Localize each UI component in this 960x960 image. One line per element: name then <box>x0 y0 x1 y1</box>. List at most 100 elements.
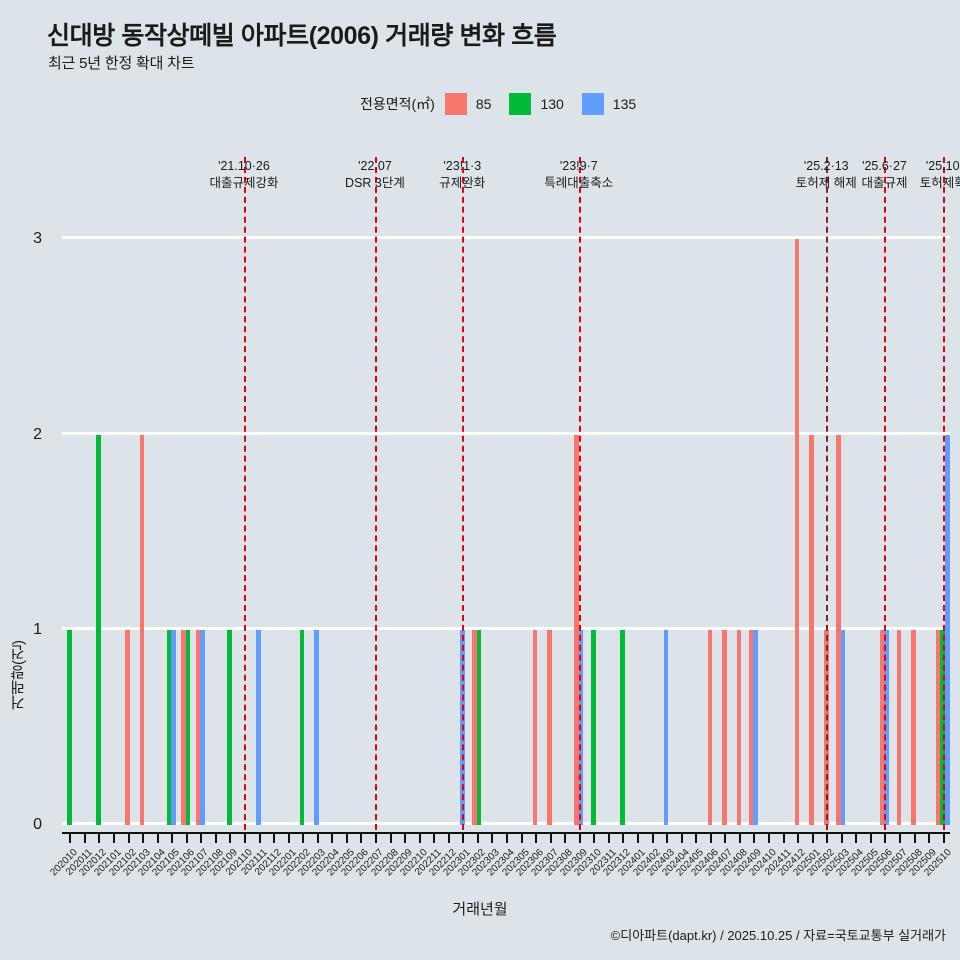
bar-202510-85 <box>935 629 941 825</box>
event-line-202502 <box>826 157 829 840</box>
bar-202109-130 <box>227 629 232 825</box>
bar-202510-130 <box>940 629 945 825</box>
page-title: 신대방 동작상떼빌 아파트(2006) 거래량 변화 흐름 <box>47 22 557 50</box>
event-text-202309: 특례대출축소 <box>544 176 614 190</box>
bar-202510-135 <box>945 434 950 825</box>
bar-202103-85 <box>139 434 145 825</box>
x-tick-202105 <box>171 834 174 843</box>
x-tick-202101 <box>112 834 115 843</box>
bar-202412-85 <box>794 239 800 825</box>
event-date-202309: '23!9·7 <box>559 159 598 173</box>
event-date-202502: '25.2·13 <box>803 159 849 173</box>
event-text-202506: 대출규제 <box>861 176 908 190</box>
x-tick-202403 <box>666 834 669 843</box>
event-line-202309 <box>578 157 581 840</box>
x-tick-202106 <box>185 834 188 843</box>
x-tick-202408 <box>738 834 741 843</box>
x-tick-202203 <box>316 834 319 843</box>
bar-202111-135 <box>256 629 261 825</box>
bar-202107-85 <box>195 629 201 825</box>
x-tick-202412 <box>797 834 800 843</box>
legend-label-135: 135 <box>612 96 637 112</box>
footer-credit: ©디아파트(dapt.kr) / 2025.10.25 / 자료=국토교통부 실… <box>610 928 946 943</box>
x-axis-title: 거래년월 <box>452 901 508 918</box>
event-line-202510 <box>942 157 945 840</box>
x-tick-202401 <box>637 834 640 843</box>
x-tick-202205 <box>345 834 348 843</box>
event-label-202301: '23!1·3 규제완화 <box>439 158 485 192</box>
bar-202012-130 <box>96 434 101 825</box>
legend-swatch-135 <box>581 93 604 115</box>
x-tick-202204 <box>331 834 334 843</box>
bar-202309-85 <box>574 434 579 825</box>
legend: 전용면적(㎡) 85 130 135 <box>360 93 654 115</box>
bar-202310-130 <box>591 629 596 825</box>
event-label-202110: '21.10·26 대출규제강화 <box>209 158 278 192</box>
bar-202106-85 <box>181 629 186 825</box>
y-tick-label-0: 0 <box>33 816 42 833</box>
event-line-202207 <box>374 157 377 840</box>
event-text-202301: 규제완화 <box>439 176 486 190</box>
event-text-202502: 토허제 해제 <box>795 176 857 190</box>
bar-202403-135 <box>663 629 669 825</box>
x-tick-202410 <box>768 834 771 843</box>
bar-202503-85 <box>836 434 841 825</box>
x-tick-202211 <box>433 834 436 843</box>
bar-202107-135 <box>200 629 205 825</box>
event-label-202502: '25.2·13 토허제 해제 <box>796 158 857 192</box>
bar-202312-130 <box>620 629 625 825</box>
gridline-3 <box>62 236 950 240</box>
x-tick-202308 <box>564 834 567 843</box>
x-tick-202409 <box>753 834 756 843</box>
bar-202409-85 <box>748 629 754 825</box>
x-tick-202405 <box>695 834 698 843</box>
bar-202506-135 <box>884 629 890 825</box>
y-tick-label-1: 1 <box>33 620 42 638</box>
event-date-202207: '22.07 <box>358 159 392 173</box>
event-label-202207: '22.07 DSR 3단계 <box>345 158 405 192</box>
y-tick-label-2: 2 <box>33 425 42 443</box>
event-line-202110 <box>243 157 246 840</box>
bar-202302-85 <box>472 629 477 825</box>
bar-202506-85 <box>879 629 885 825</box>
x-tick-202506 <box>884 834 887 843</box>
x-tick-202212 <box>447 834 450 843</box>
x-tick-202309 <box>578 834 581 843</box>
gridline-2 <box>62 431 950 435</box>
event-label-202510: '25.10 토허제확 <box>920 158 960 192</box>
legend-item-130[interactable]: 130 <box>509 93 581 115</box>
x-tick-202102 <box>127 834 130 843</box>
bar-202309-135 <box>578 629 584 825</box>
x-tick-202310 <box>593 834 596 843</box>
y-axis-labels: 거래량(건) 0 1 2 3 <box>0 210 52 833</box>
x-tick-202509 <box>928 834 931 843</box>
bar-202408-85 <box>736 629 742 825</box>
x-tick-202201 <box>287 834 290 843</box>
bar-202407-85 <box>722 629 727 825</box>
x-tick-202312 <box>622 834 625 843</box>
x-tick-202406 <box>709 834 712 843</box>
event-text-202110: 대출규제강화 <box>209 176 279 190</box>
x-tick-202510 <box>942 834 945 843</box>
bar-202106-130 <box>185 629 191 825</box>
legend-swatch-85 <box>444 93 467 115</box>
legend-item-85[interactable]: 85 <box>444 93 510 115</box>
legend-label-130: 130 <box>540 96 564 112</box>
x-tick-202207 <box>374 834 377 843</box>
x-tick-202306 <box>535 834 538 843</box>
bar-202203-135 <box>314 629 320 825</box>
x-tick-202011 <box>83 834 86 843</box>
bar-202105-130 <box>166 629 172 825</box>
bar-202202-130 <box>299 629 305 825</box>
event-text-202510: 토허제확 <box>919 176 960 190</box>
legend-title: 전용면적(㎡) <box>360 96 435 112</box>
x-axis: 202010 202011 202012 202101 202102 202103 2021… <box>49 832 953 878</box>
bar-202010-130 <box>66 629 72 825</box>
x-tick-202404 <box>680 834 683 843</box>
x-tick-202411 <box>782 834 785 843</box>
legend-item-135[interactable]: 135 <box>581 93 654 115</box>
event-date-202301: '23!1·3 <box>443 159 482 173</box>
x-tick-202104 <box>156 834 159 843</box>
x-tick-202402 <box>651 834 654 843</box>
event-date-202510: '25.10 <box>925 159 960 173</box>
